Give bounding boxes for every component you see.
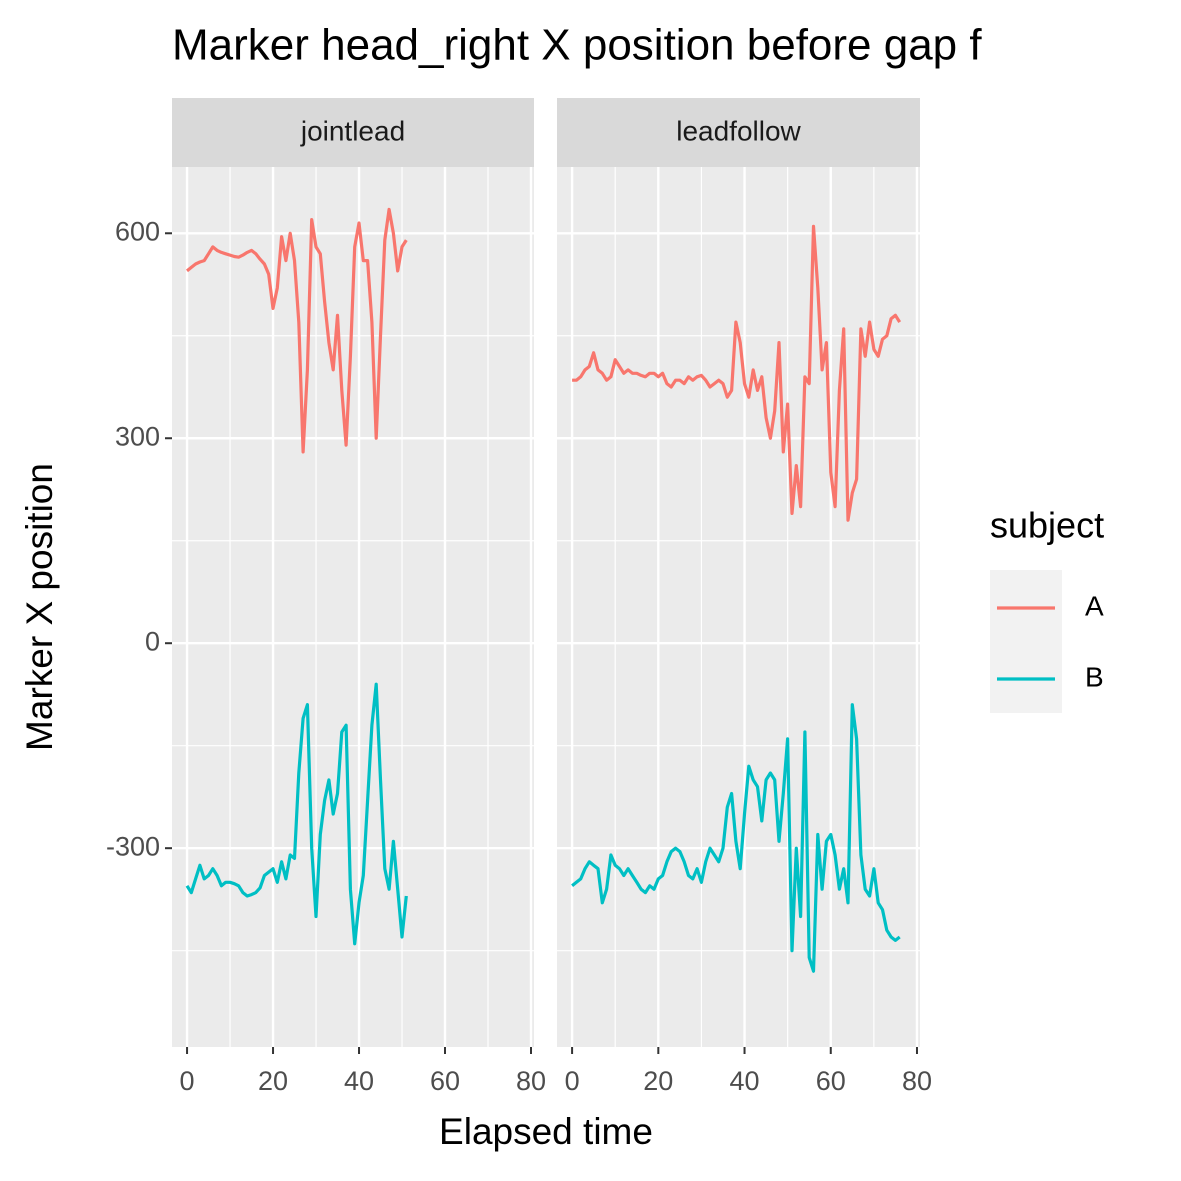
x-tick-label: 80 bbox=[902, 1066, 932, 1096]
legend-label: B bbox=[1085, 661, 1104, 692]
x-axis-title: Elapsed time bbox=[439, 1111, 653, 1152]
y-tick-label: -300 bbox=[106, 831, 160, 861]
strip bbox=[172, 98, 534, 167]
x-tick-label: 0 bbox=[565, 1066, 580, 1096]
chart-title: Marker head_right X position before gap … bbox=[172, 21, 982, 70]
line-series bbox=[571, 703, 901, 973]
x-tick-label: 20 bbox=[643, 1066, 673, 1096]
x-tick-label: 20 bbox=[258, 1066, 288, 1096]
y-tick-label: 300 bbox=[115, 421, 160, 451]
x-tick-label: 60 bbox=[816, 1066, 846, 1096]
y-axis-title: Marker X position bbox=[19, 463, 60, 751]
x-tick-label: 80 bbox=[516, 1066, 546, 1096]
strip bbox=[557, 98, 920, 167]
x-tick-label: 40 bbox=[344, 1066, 374, 1096]
line-series bbox=[185, 207, 408, 454]
x-tick-label: 40 bbox=[730, 1066, 760, 1096]
panel bbox=[557, 167, 920, 1047]
y-tick-label: 0 bbox=[145, 626, 160, 656]
y-tick-label: 600 bbox=[115, 216, 160, 246]
legend-key-area bbox=[990, 570, 1062, 713]
x-tick-label: 60 bbox=[430, 1066, 460, 1096]
legend-title: subject bbox=[990, 505, 1104, 546]
line-series bbox=[572, 224, 902, 522]
legend-label: A bbox=[1085, 590, 1104, 621]
strip-label: jointlead bbox=[300, 115, 405, 146]
line-series bbox=[185, 682, 408, 946]
strip-label: leadfollow bbox=[676, 115, 801, 146]
x-tick-label: 0 bbox=[180, 1066, 195, 1096]
